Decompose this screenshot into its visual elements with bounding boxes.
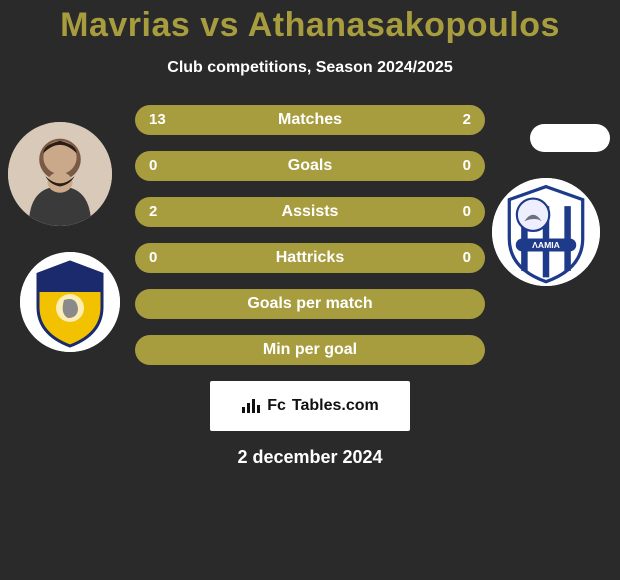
comparison-card: Mavrias vs Athanasakopoulos Club competi… — [0, 0, 620, 580]
player1-avatar — [8, 122, 112, 226]
stat-label: Min per goal — [263, 341, 357, 359]
stat-label: Matches — [278, 111, 342, 129]
stat-right-value: 0 — [463, 151, 471, 181]
player1-club-badge — [20, 252, 120, 352]
stat-row: 0 Goals 0 — [135, 151, 485, 181]
stat-label: Assists — [282, 203, 339, 221]
stat-label: Hattricks — [276, 249, 344, 267]
stat-row: Min per goal — [135, 335, 485, 365]
stat-right-value: 0 — [463, 197, 471, 227]
svg-text:ΛΑΜΙΑ: ΛΑΜΙΑ — [532, 240, 560, 250]
stat-left-value: 0 — [149, 243, 157, 273]
footer-brand-bold: Fc — [267, 397, 286, 415]
person-icon — [8, 122, 112, 226]
date-text: 2 december 2024 — [0, 447, 620, 468]
stat-row: 2 Assists 0 — [135, 197, 485, 227]
club-shield-icon: ΛΑΜΙΑ — [492, 178, 600, 286]
chart-bars-icon — [241, 399, 261, 413]
stat-right-value: 0 — [463, 243, 471, 273]
stat-row: Goals per match — [135, 289, 485, 319]
stat-left-value: 0 — [149, 151, 157, 181]
stat-left-value: 13 — [149, 105, 166, 135]
page-title: Mavrias vs Athanasakopoulos — [0, 0, 620, 45]
club-shield-icon — [20, 252, 120, 352]
stat-right-value: 2 — [463, 105, 471, 135]
stat-row: 0 Hattricks 0 — [135, 243, 485, 273]
stat-label: Goals — [288, 157, 332, 175]
player2-avatar — [530, 124, 610, 152]
footer-brand[interactable]: Fc Tables.com — [210, 381, 410, 431]
stat-row: 13 Matches 2 — [135, 105, 485, 135]
footer-brand-rest: Tables.com — [292, 397, 379, 415]
player2-club-badge: ΛΑΜΙΑ — [492, 178, 600, 286]
stat-label: Goals per match — [247, 295, 372, 313]
stat-left-value: 2 — [149, 197, 157, 227]
subtitle: Club competitions, Season 2024/2025 — [0, 59, 620, 77]
